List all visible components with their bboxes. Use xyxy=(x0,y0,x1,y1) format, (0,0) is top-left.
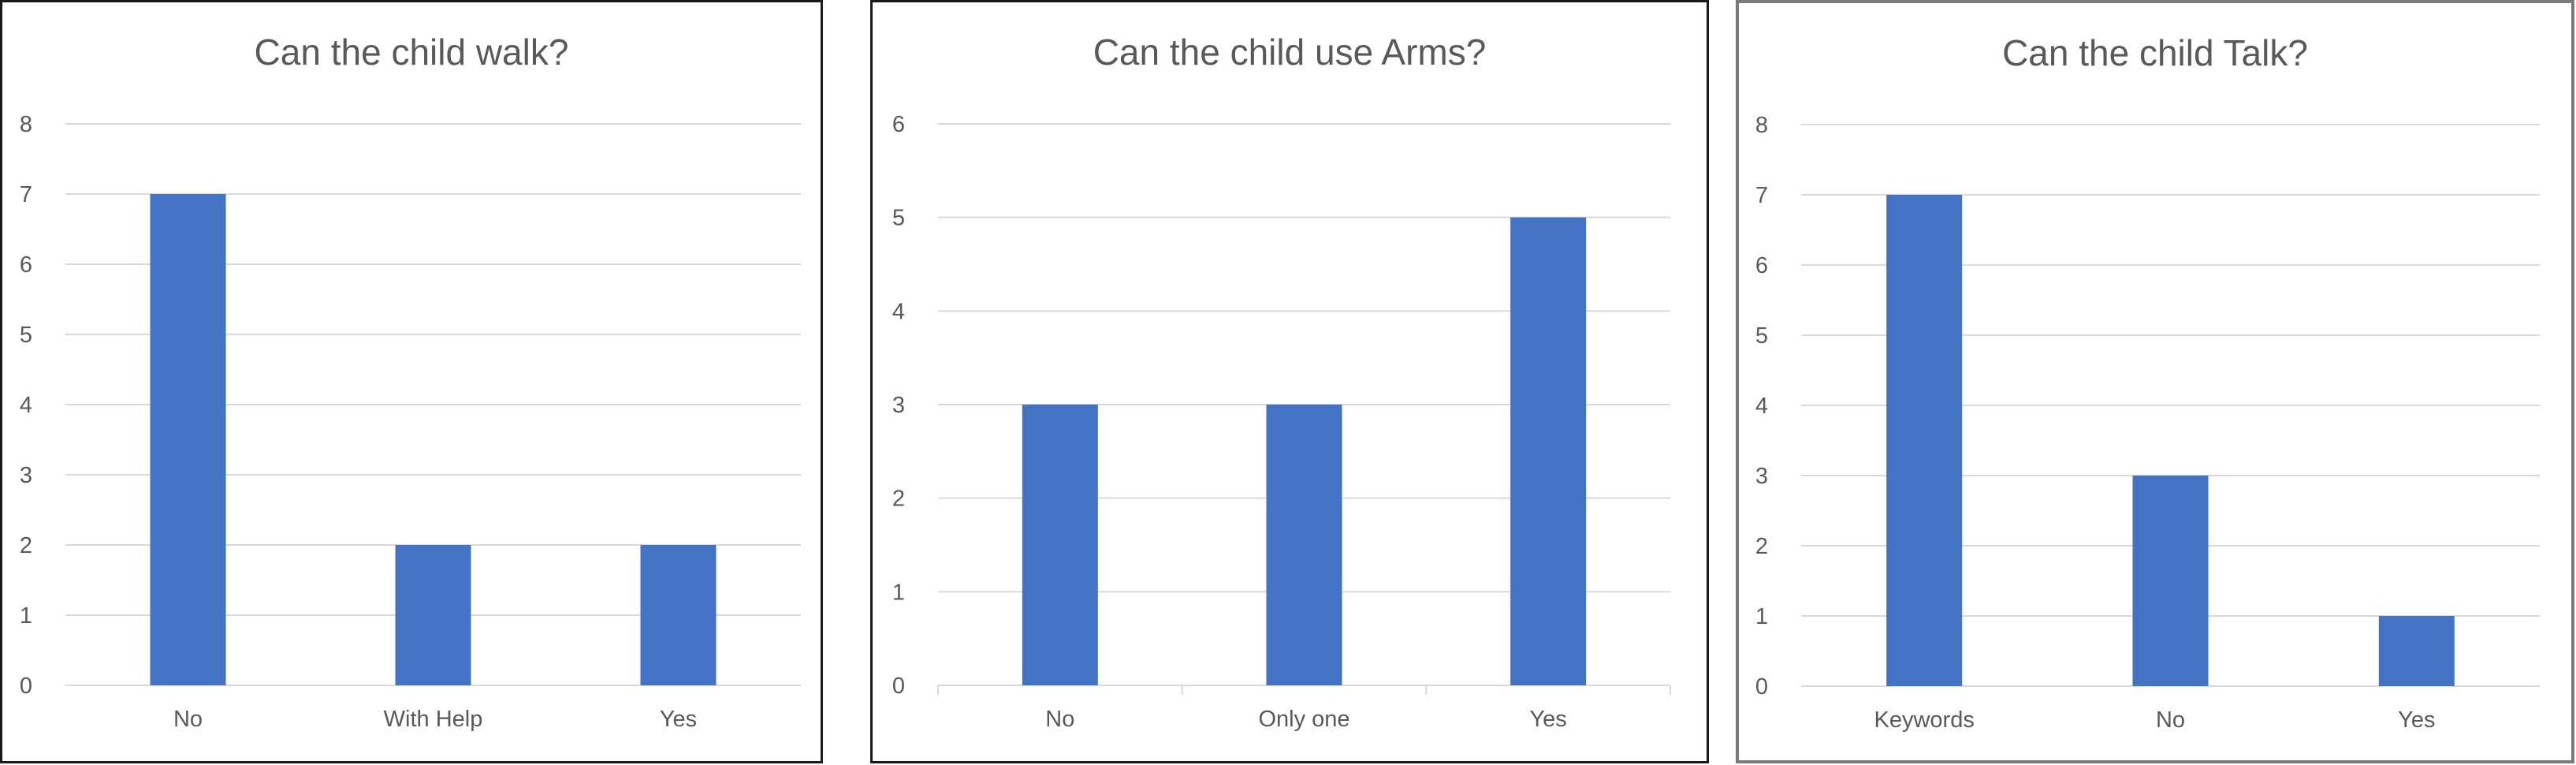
bar-no xyxy=(150,194,226,685)
bar-chart-walk: 0 1 2 3 4 5 6 7 8 No With Help Yes xyxy=(20,112,801,732)
y-tick-label: 0 xyxy=(892,674,905,699)
y-tick-label: 3 xyxy=(20,463,32,488)
chart-title: Can the child walk? xyxy=(254,32,569,73)
bar-with-help xyxy=(395,545,471,685)
bar-keywords xyxy=(1886,195,1963,686)
y-tick-label: 4 xyxy=(20,393,32,418)
y-tick-label: 7 xyxy=(1755,183,1768,208)
y-tick-label: 7 xyxy=(20,182,32,207)
bar-chart-talk: 0 1 2 3 4 5 6 7 8 Keywords No Yes xyxy=(1755,113,2540,733)
x-tick-label: No xyxy=(1045,707,1074,732)
chart-title: Can the child use Arms? xyxy=(1093,32,1487,73)
x-tick-label: With Help xyxy=(384,707,483,732)
y-tick-label: 3 xyxy=(1755,464,1768,489)
bar-yes xyxy=(640,545,717,685)
y-tick-label: 6 xyxy=(892,112,905,137)
bar-yes xyxy=(2378,616,2455,686)
y-tick-label: 1 xyxy=(892,580,905,605)
chart-panel-arms: Can the child use Arms? 0 1 2 3 4 5 6 No Only on… xyxy=(870,0,1709,763)
bar-yes xyxy=(1510,217,1587,686)
y-tick-label: 5 xyxy=(1755,323,1768,349)
y-tick-label: 3 xyxy=(892,393,905,418)
y-tick-label: 2 xyxy=(892,487,905,512)
bar-no xyxy=(1022,405,1098,685)
x-tick-label: Yes xyxy=(1530,707,1567,732)
y-tick-label: 8 xyxy=(20,112,32,137)
bar-no xyxy=(2132,476,2209,686)
x-tick-label: Only one xyxy=(1258,707,1349,732)
x-tick-label: Yes xyxy=(2398,707,2435,733)
y-tick-label: 0 xyxy=(1755,674,1768,700)
y-tick-label: 5 xyxy=(20,323,32,348)
y-tick-label: 5 xyxy=(892,206,905,231)
y-tick-label: 4 xyxy=(892,299,905,324)
y-tick-label: 2 xyxy=(1755,534,1768,559)
y-tick-label: 1 xyxy=(20,603,32,629)
chart-panel-talk: Can the child Talk? 0 1 2 3 4 5 6 7 8 Keywords No Y… xyxy=(1736,0,2574,763)
x-tick-label: Yes xyxy=(660,707,697,732)
bar-only-one xyxy=(1266,405,1342,685)
y-tick-label: 0 xyxy=(20,674,32,699)
chart-title: Can the child Talk? xyxy=(2002,32,2308,73)
y-tick-label: 6 xyxy=(1755,253,1768,278)
x-tick-label: No xyxy=(173,707,203,732)
x-tick-label: No xyxy=(2156,707,2185,733)
y-tick-label: 8 xyxy=(1755,113,1768,138)
y-tick-label: 6 xyxy=(20,252,32,278)
chart-panel-walk: Can the child walk? 0 1 2 3 4 5 6 7 8 No With Help… xyxy=(0,0,823,763)
x-tick-label: Keywords xyxy=(1874,707,1975,733)
y-tick-label: 4 xyxy=(1755,394,1768,419)
bar-chart-arms: 0 1 2 3 4 5 6 No Only one Yes xyxy=(892,112,1671,732)
y-tick-label: 1 xyxy=(1755,604,1768,629)
y-tick-label: 2 xyxy=(20,533,32,558)
